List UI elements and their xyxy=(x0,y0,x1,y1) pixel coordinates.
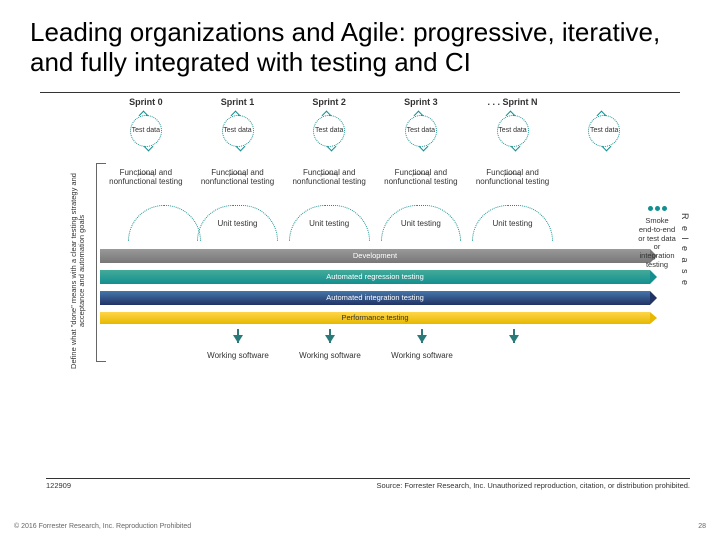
testing-bands: Development Automated regression testing… xyxy=(100,249,650,331)
test-data-circles: Test data Test data Test data Test data … xyxy=(100,115,650,147)
down-arrows xyxy=(100,335,560,343)
slide-title: Leading organizations and Agile: progres… xyxy=(30,18,690,78)
functional-label: Functional and nonfunctional testing xyxy=(467,169,559,187)
unit-labels: Unit testing Unit testing Unit testing U… xyxy=(100,219,650,228)
working-software-label: Working software xyxy=(284,351,376,360)
functional-label: Functional and nonfunctional testing xyxy=(283,169,375,187)
test-data-circle: Test data xyxy=(130,115,162,147)
functional-label: Functional and nonfunctional testing xyxy=(192,169,284,187)
slide-footer: © 2016 Forrester Research, Inc. Reproduc… xyxy=(14,523,706,530)
working-software-row: Working software Working software Workin… xyxy=(100,351,560,360)
unit-label: Unit testing xyxy=(375,219,467,228)
development-band: Development xyxy=(100,249,650,263)
functional-labels: Functional and nonfunctional testing Fun… xyxy=(100,169,650,187)
working-software-label: Working software xyxy=(192,351,284,360)
release-label: R e l e a s e xyxy=(680,213,690,287)
test-data-circle: Test data xyxy=(313,115,345,147)
performance-band: Performance testing xyxy=(100,312,650,324)
down-arrow-icon xyxy=(417,335,427,343)
test-data-circle: Test data xyxy=(405,115,437,147)
unit-label: Unit testing xyxy=(192,219,284,228)
integration-band: Automated integration testing xyxy=(100,291,650,305)
vertical-define-label: Define what "done" means with a clear te… xyxy=(70,171,87,371)
agile-diagram: Sprint 0 Sprint 1 Sprint 2 Sprint 3 . . … xyxy=(40,92,680,452)
test-data-circle: Test data xyxy=(588,115,620,147)
unit-label: Unit testing xyxy=(467,219,559,228)
sprint-label: Sprint 1 xyxy=(192,97,284,107)
working-software-label: Working software xyxy=(376,351,468,360)
down-arrow-icon xyxy=(509,335,519,343)
source-id: 122909 xyxy=(46,481,71,490)
sprint-headers: Sprint 0 Sprint 1 Sprint 2 Sprint 3 . . … xyxy=(100,97,650,107)
source-line: 122909 Source: Forrester Research, Inc. … xyxy=(46,478,690,490)
down-arrow-icon xyxy=(325,335,335,343)
copyright-text: © 2016 Forrester Research, Inc. Reproduc… xyxy=(14,523,191,530)
page-number: 28 xyxy=(698,523,706,530)
test-data-circle: Test data xyxy=(222,115,254,147)
functional-label: Functional and nonfunctional testing xyxy=(100,169,192,187)
down-arrow-icon xyxy=(233,335,243,343)
sprint-label: Sprint 0 xyxy=(100,97,192,107)
unit-label: Unit testing xyxy=(283,219,375,228)
test-data-circle: Test data xyxy=(497,115,529,147)
functional-label: Functional and nonfunctional testing xyxy=(375,169,467,187)
right-smoke-panel: Smoke end-to-end or test data or integra… xyxy=(638,205,676,269)
sprint-label: Sprint 3 xyxy=(375,97,467,107)
regression-band: Automated regression testing xyxy=(100,270,650,284)
source-text: Source: Forrester Research, Inc. Unautho… xyxy=(377,481,691,490)
sprint-label xyxy=(558,97,650,107)
sprint-label: Sprint 2 xyxy=(283,97,375,107)
sprint-label: . . . Sprint N xyxy=(467,97,559,107)
